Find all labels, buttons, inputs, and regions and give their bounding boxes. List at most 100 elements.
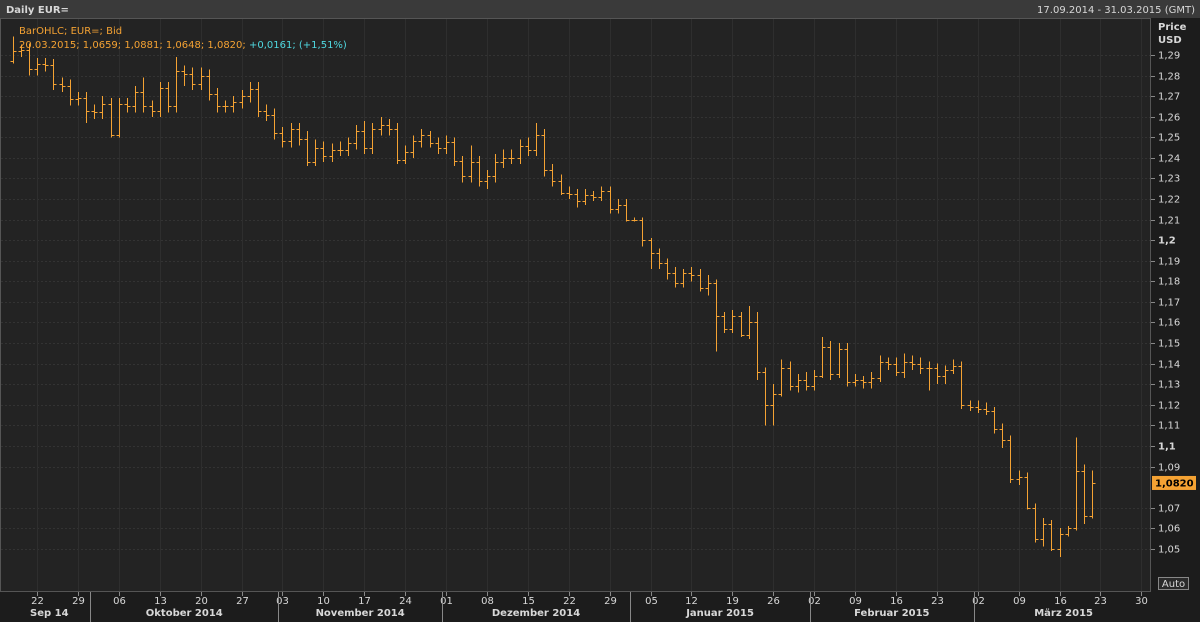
auto-button-frame[interactable] — [1158, 577, 1189, 590]
ohlc-bar — [615, 199, 622, 214]
auto-button-label[interactable]: Auto — [1162, 579, 1185, 590]
ohlc-bar — [738, 312, 745, 337]
ohlc-bar — [255, 81, 262, 117]
ohlc-bar — [18, 44, 25, 58]
x-tick-label: 26 — [767, 596, 780, 607]
y-tick-label: 1,18 — [1158, 277, 1180, 288]
ohlc-bar — [189, 67, 196, 91]
x-tick-label: 16 — [890, 596, 903, 607]
ohlc-bar — [885, 357, 892, 370]
ohlc-bar — [836, 343, 843, 379]
ohlc-bar — [541, 129, 548, 177]
y-tick-label: 1,21 — [1158, 216, 1180, 227]
ohlc-bar — [639, 217, 646, 247]
ohlc-bar — [958, 361, 965, 409]
ohlc-bar — [451, 137, 458, 167]
x-tick-label: 20 — [195, 596, 208, 607]
ohlc-bar — [672, 266, 679, 288]
ohlc-bar — [124, 98, 131, 113]
ohlc-bar — [942, 365, 949, 385]
ohlc-bar — [893, 357, 900, 376]
ohlc-bar — [1032, 503, 1039, 543]
ohlc-bar — [877, 355, 884, 383]
ohlc-bar — [713, 279, 720, 352]
x-tick-label: 23 — [1094, 596, 1107, 607]
x-tick-label: 12 — [685, 596, 698, 607]
ohlc-bar — [901, 353, 908, 379]
ohlc-bar — [304, 131, 311, 167]
ohlc-bar — [909, 355, 916, 370]
month-label: Oktober 2014 — [146, 608, 223, 619]
ohlc-bar — [770, 384, 777, 426]
ohlc-bar — [50, 59, 57, 91]
y-tick-label: 1,2 — [1158, 236, 1176, 247]
ohlc-bar — [83, 92, 90, 123]
ohlc-bar — [517, 139, 524, 165]
y-axis-panel — [1151, 18, 1200, 592]
ohlc-bar — [157, 81, 164, 117]
ohlc-bar — [149, 100, 156, 117]
ohlc-bar — [263, 104, 270, 121]
ohlc-bar — [803, 371, 810, 391]
ohlc-bar — [623, 199, 630, 222]
y-tick-label: 1,11 — [1158, 421, 1180, 432]
x-tick-label: 19 — [726, 596, 739, 607]
ohlc-bar — [345, 137, 352, 156]
ohlc-bar — [934, 363, 941, 385]
month-label: Dezember 2014 — [492, 608, 580, 619]
x-tick-label: 09 — [849, 596, 862, 607]
x-tick-label: 30 — [1135, 596, 1148, 607]
ohlc-bar — [656, 248, 663, 269]
ohlc-bar — [558, 174, 565, 195]
ohlc-bar — [59, 77, 66, 93]
x-tick-label: 03 — [276, 596, 289, 607]
ohlc-bar — [418, 129, 425, 148]
x-tick-label: 09 — [1013, 596, 1026, 607]
x-tick-label: 02 — [808, 596, 821, 607]
y-tick-label: 1,07 — [1158, 504, 1180, 515]
y-tick-label: 1,22 — [1158, 195, 1180, 206]
ohlc-bar — [1048, 519, 1055, 551]
y-tick-label: 1,27 — [1158, 92, 1180, 103]
ohlc-bar — [26, 43, 33, 76]
plot-area — [0, 18, 1151, 592]
ohlc-bar — [386, 118, 393, 136]
ohlc-bar — [999, 423, 1006, 448]
auto-button[interactable]: Auto — [1158, 577, 1189, 591]
ohlc-bar — [500, 149, 507, 169]
last-price-box — [1152, 475, 1196, 490]
ohlc-bar — [975, 400, 982, 414]
ohlc-bar — [533, 122, 540, 156]
ohlc-bar — [369, 122, 376, 154]
x-tick-label: 05 — [645, 596, 658, 607]
ohlc-bar — [868, 371, 875, 389]
month-label: Januar 2015 — [685, 608, 754, 619]
ohlc-bar — [549, 164, 556, 187]
y-tick-label: 1,05 — [1158, 545, 1180, 556]
ohlc-bar — [10, 36, 17, 64]
ohlc-bar — [598, 186, 605, 202]
x-tick-label: 17 — [358, 596, 371, 607]
bars — [10, 36, 1096, 558]
ohlc-bar — [402, 145, 409, 165]
ohlc-bar — [288, 122, 295, 148]
ohlc-bar — [795, 373, 802, 393]
y-tick-label: 1,29 — [1158, 51, 1180, 62]
ohlc-bar — [165, 81, 172, 113]
ohlc-bar — [729, 310, 736, 333]
ohlc-bar — [132, 85, 139, 113]
ohlc-bar — [427, 131, 434, 148]
month-label: Sep 14 — [30, 608, 69, 619]
x-tick-label: 08 — [481, 596, 494, 607]
ohlc-bar — [198, 67, 205, 91]
legend-title: BarOHLC; EUR=; Bid — [19, 26, 122, 37]
y-tick-label: 1,16 — [1158, 318, 1180, 329]
ohlc-bar — [917, 357, 924, 374]
change-text: +0,0161; (+1,51%) — [249, 40, 347, 51]
ohlc-bar — [680, 268, 687, 288]
ohlc-bar — [75, 92, 82, 106]
ohlc-bar — [664, 258, 671, 280]
x-tick-label: 27 — [236, 596, 249, 607]
ohlc-bar — [230, 96, 237, 113]
